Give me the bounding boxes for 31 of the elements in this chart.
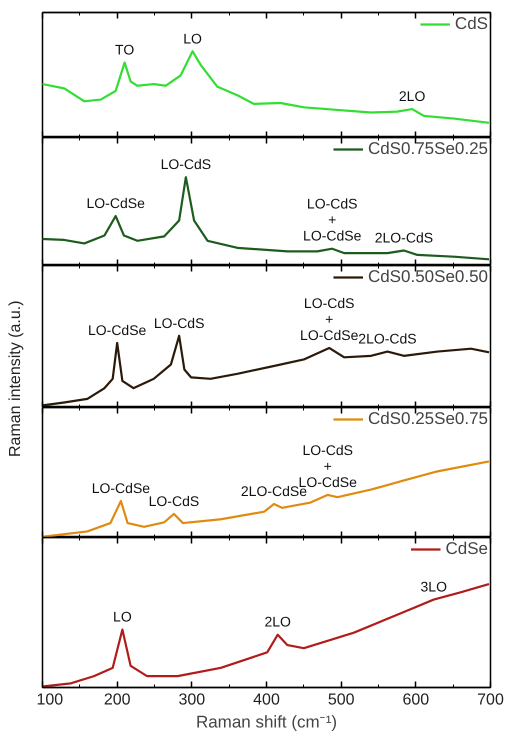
x-tick-label: 700 xyxy=(477,692,504,708)
annotation: LO xyxy=(183,30,202,46)
x-tick-label: 300 xyxy=(178,692,206,708)
y-axis-title: Raman intensity (a.u.) xyxy=(6,300,25,457)
annotation: 3LO xyxy=(420,578,448,595)
legend-label: CdS0.25Se0.75 xyxy=(368,409,488,429)
x-tick-label: 400 xyxy=(253,692,280,708)
annotation: LO-CdSe xyxy=(86,195,146,212)
legend-label: CdSe xyxy=(445,539,488,559)
x-tick-label: 100 xyxy=(36,692,64,708)
x-axis-title: Raman shift (cm⁻¹) xyxy=(196,712,338,732)
x-tick-label: 500 xyxy=(328,692,355,708)
annotation: LO-CdSe xyxy=(88,322,147,338)
x-tick-label: 600 xyxy=(402,692,430,708)
x-tick-label: 200 xyxy=(104,692,131,708)
annotation: 2LO-CdS xyxy=(358,330,417,347)
annotation: 2LO-CdS xyxy=(374,229,434,246)
text: CdS xyxy=(454,14,488,34)
annotation: LO-CdSe xyxy=(92,480,150,496)
annotation: LO-CdS + LO-CdSe xyxy=(300,294,359,343)
annotation: 2LO xyxy=(398,88,426,104)
legend-label: CdS0.50Se0.50 xyxy=(368,267,488,287)
annotation: LO-CdS xyxy=(160,156,212,172)
annotation: LO-CdS + LO-CdSe xyxy=(298,442,358,490)
annotation: 2LO xyxy=(264,614,292,630)
annotation: LO-CdS xyxy=(148,492,200,509)
annotation: LO-CdS xyxy=(154,314,204,331)
annotation: TO xyxy=(115,42,134,58)
legend-label: CdS0.75Se0.25 xyxy=(368,139,488,159)
annotation: LO-CdS + LO-CdSe xyxy=(303,196,362,244)
annotation: LO xyxy=(113,608,132,625)
